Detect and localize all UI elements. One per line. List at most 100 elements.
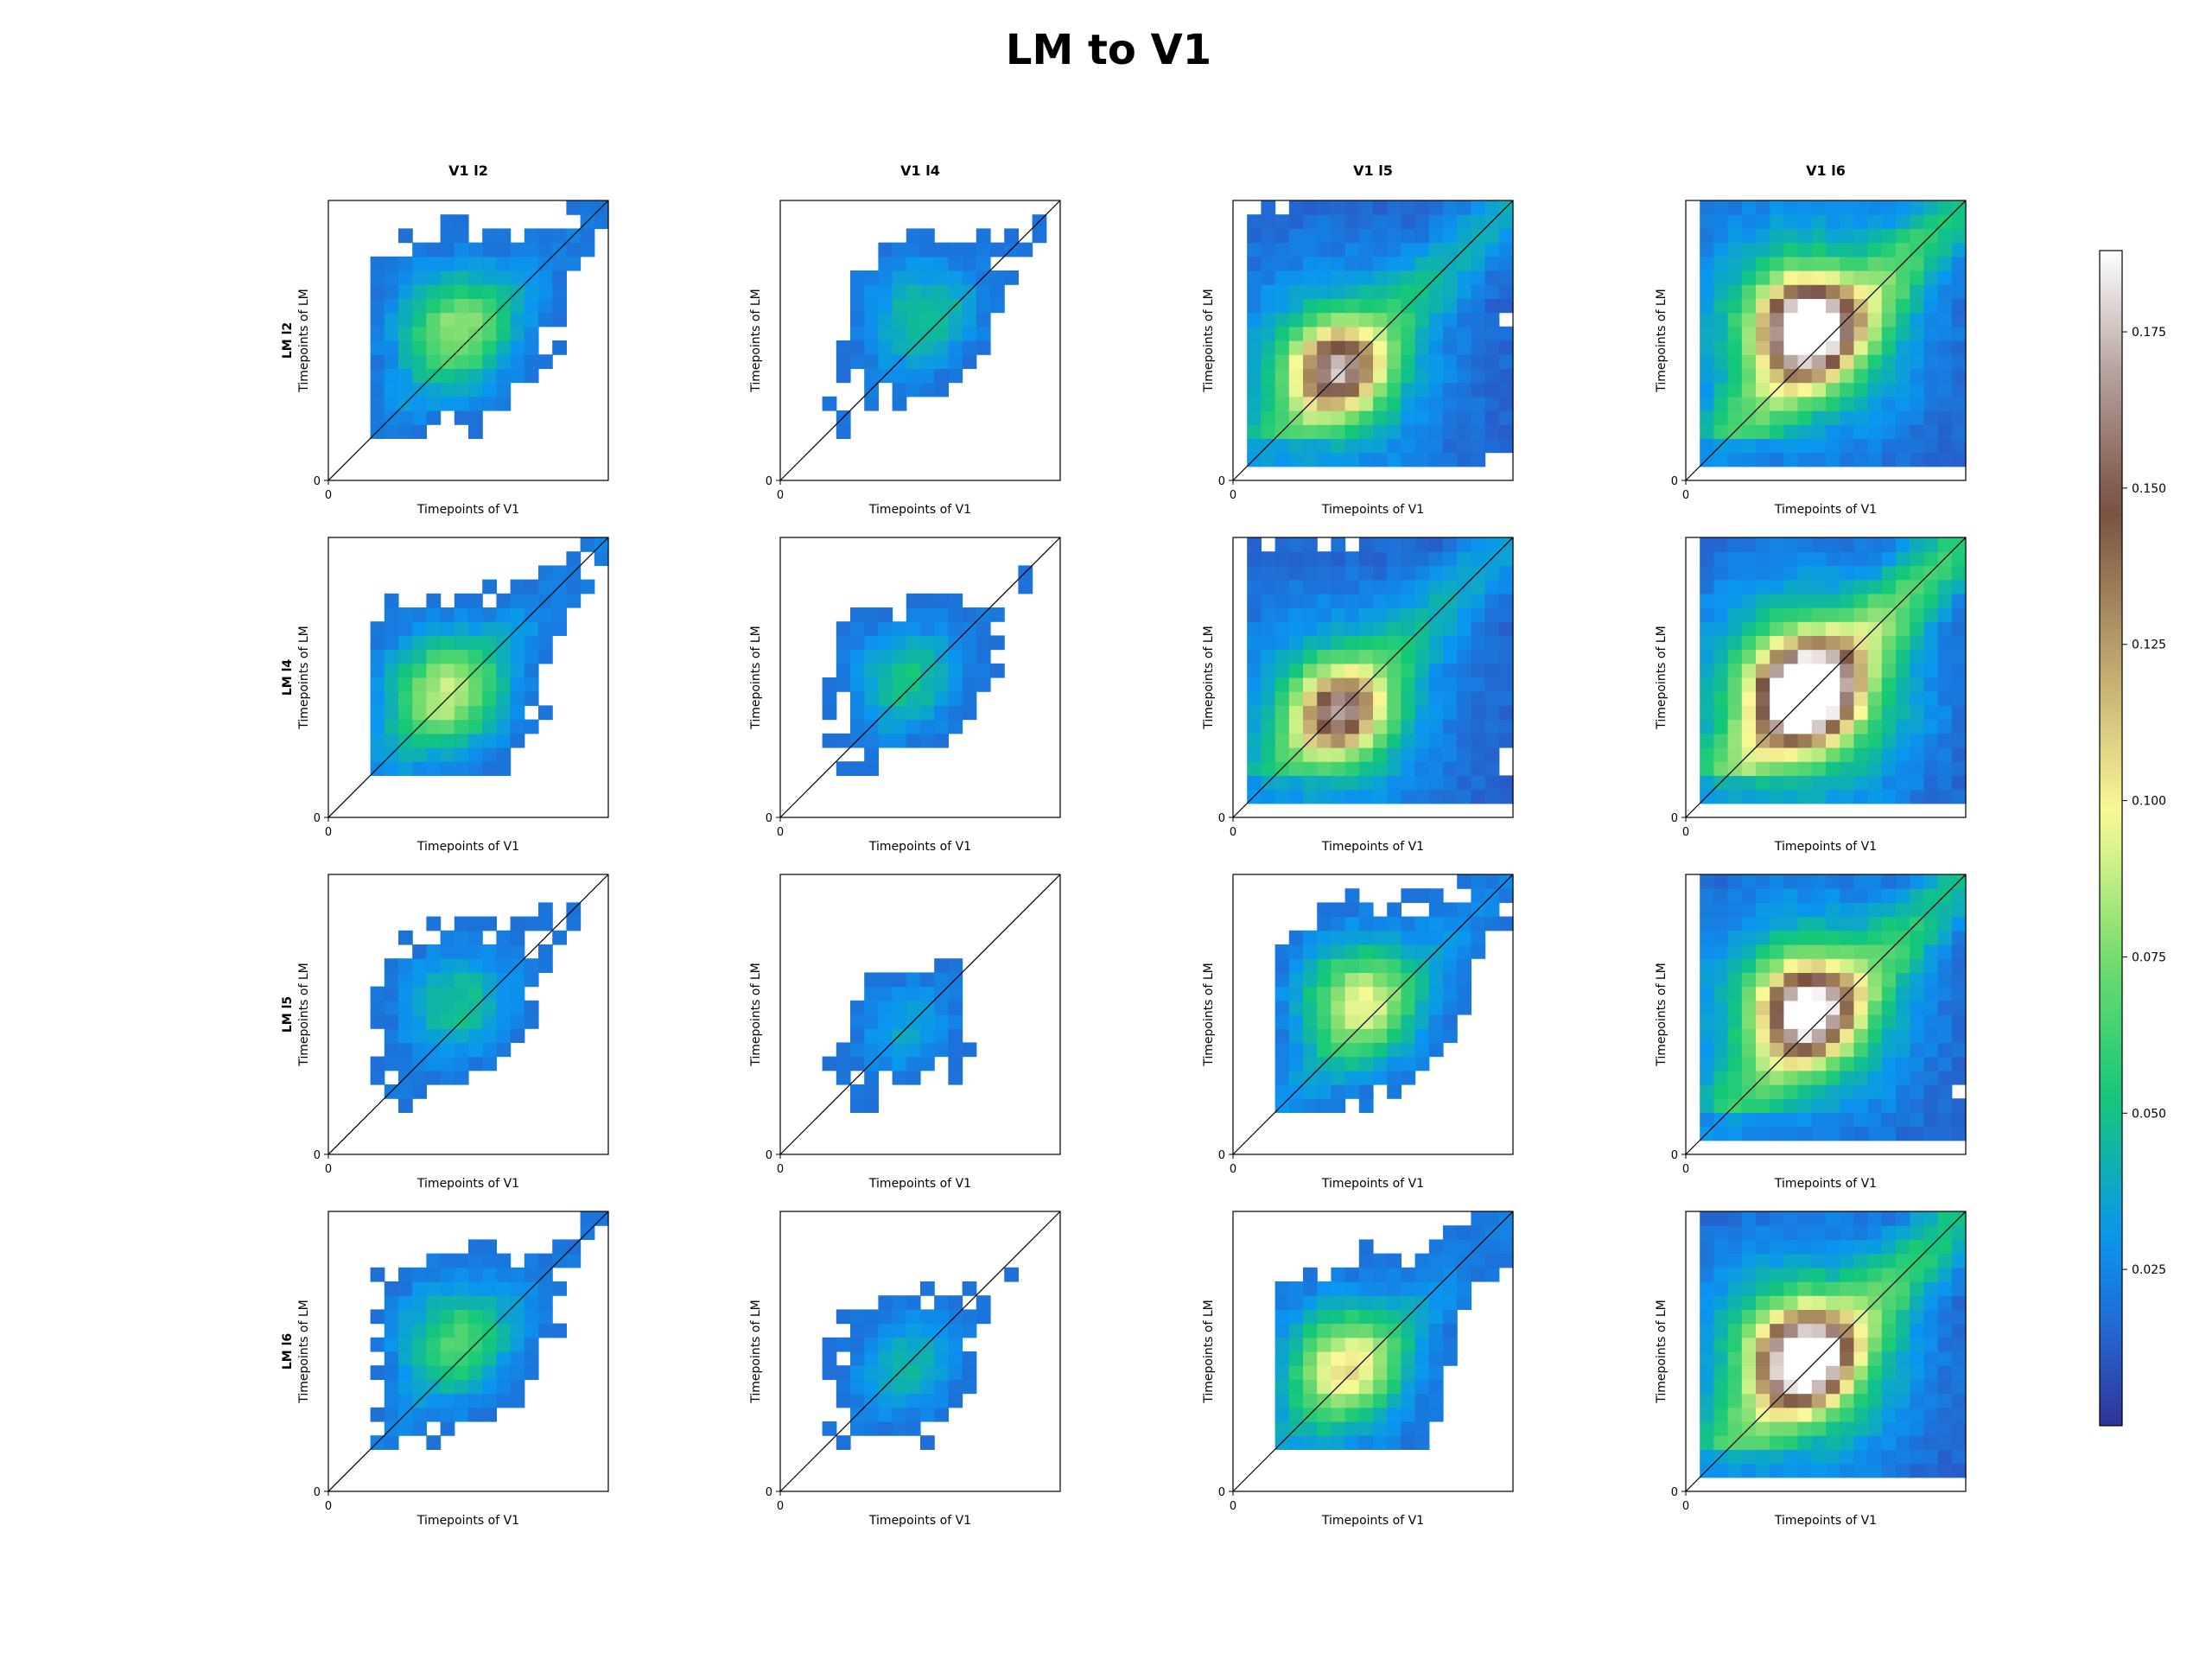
heatmap-cell — [1428, 1309, 1444, 1325]
heatmap-cell — [1344, 340, 1360, 355]
heatmap-cell — [878, 340, 893, 355]
heatmap-cell — [1741, 663, 1757, 678]
heatmap-cell — [1274, 284, 1290, 299]
heatmap-cell — [1713, 214, 1729, 229]
heatmap-cell — [468, 1407, 483, 1422]
heatmap-cell — [1783, 200, 1799, 215]
heatmap-cell — [1867, 705, 1883, 721]
heatmap-cell — [1811, 1211, 1827, 1226]
heatmap-cell — [1344, 228, 1360, 244]
heatmap-cell — [1317, 1028, 1332, 1043]
heatmap-cell — [1274, 438, 1290, 454]
heatmap-cell — [1344, 396, 1360, 411]
heatmap-cell — [1713, 1365, 1729, 1380]
heatmap-cell — [1713, 705, 1729, 721]
heatmap-cell — [1896, 298, 1910, 314]
heatmap-cell — [920, 1309, 935, 1325]
heatmap-cell — [440, 326, 455, 341]
heatmap-cell — [454, 607, 469, 622]
heatmap-cell — [1867, 1056, 1883, 1071]
heatmap-cell — [1896, 635, 1910, 651]
heatmap-cell — [1797, 1449, 1813, 1465]
axes-frame — [779, 874, 1061, 1155]
heatmap-cell — [1331, 228, 1346, 244]
heatmap-cell — [1387, 1435, 1402, 1450]
heatmap-cell — [1498, 789, 1514, 804]
heatmap-cell — [920, 691, 935, 706]
heatmap-cell — [1741, 621, 1757, 636]
heatmap-cell — [1741, 1393, 1757, 1408]
heatmap-cell — [412, 242, 427, 257]
heatmap-cell — [1783, 1211, 1799, 1226]
heatmap-cell — [1303, 747, 1318, 762]
heatmap-cell — [1498, 1253, 1514, 1268]
heatmap-cell — [482, 1365, 497, 1380]
heatmap-cell — [1700, 551, 1714, 566]
heatmap-cell — [454, 396, 469, 411]
heatmap-cell — [1811, 1365, 1827, 1380]
heatmap-cell — [426, 677, 442, 692]
heatmap-cell — [454, 1267, 469, 1282]
heatmap-cell — [1840, 270, 1854, 285]
heatmap-cell — [990, 298, 1005, 314]
heatmap-cell — [1387, 424, 1402, 439]
heatmap-cell — [1401, 677, 1416, 692]
heatmap-cell — [1344, 1309, 1360, 1325]
heatmap-cell — [1484, 312, 1500, 327]
heatmap-cell — [1331, 214, 1346, 229]
heatmap-cell — [1770, 1211, 1784, 1226]
heatmap-cell — [510, 1000, 525, 1015]
heatmap-cell — [1770, 733, 1784, 748]
heatmap-cell — [1910, 944, 1924, 959]
heatmap-cell — [1937, 1239, 1953, 1255]
heatmap-cell — [1428, 761, 1444, 776]
heatmap-cell — [1274, 1421, 1290, 1436]
heatmap-cell — [398, 1042, 413, 1058]
heatmap-cell — [1498, 705, 1514, 721]
heatmap-cell — [878, 1365, 893, 1380]
heatmap-cell — [1471, 635, 1486, 651]
heatmap-cell — [962, 1365, 977, 1380]
heatmap-cell — [1443, 424, 1458, 439]
heatmap-cell — [1457, 621, 1471, 636]
heatmap-cell — [1797, 1239, 1813, 1255]
heatmap-cell — [1331, 902, 1346, 918]
heatmap-cell — [1741, 930, 1757, 945]
heatmap-cell — [1937, 1463, 1953, 1478]
heatmap-cell — [920, 705, 935, 721]
heatmap-cell — [948, 1295, 963, 1310]
heatmap-cell — [1867, 551, 1883, 566]
heatmap-cell — [384, 649, 399, 664]
heatmap-cell — [1358, 368, 1374, 384]
y-tick-label: 0 — [314, 1486, 321, 1499]
heatmap-cell — [1428, 775, 1444, 791]
heatmap-cell — [1303, 1337, 1318, 1352]
heatmap-cell — [1727, 874, 1743, 889]
y-axis-label: Timepoints of LM — [1655, 289, 1669, 393]
heatmap-cell — [468, 340, 483, 355]
heatmap-cell — [1373, 410, 1388, 425]
heatmap-cell — [1756, 649, 1770, 664]
heatmap-cell — [1811, 368, 1827, 384]
heatmap-cell — [1288, 312, 1304, 327]
heatmap-cell — [482, 1393, 497, 1408]
heatmap-cell — [1741, 256, 1757, 271]
heatmap-cell — [384, 663, 399, 678]
heatmap-cell — [510, 1309, 525, 1325]
x-tick-label: 0 — [325, 489, 332, 502]
heatmap-cell — [398, 705, 413, 721]
heatmap-cell — [1867, 1281, 1883, 1296]
heatmap-cell — [1826, 1239, 1840, 1255]
heatmap-cell — [1727, 312, 1743, 327]
heatmap-cell — [1317, 789, 1332, 804]
heatmap-cell — [1317, 312, 1332, 327]
heatmap-cell — [1414, 242, 1430, 257]
heatmap-cell — [1344, 410, 1360, 425]
heatmap-cell — [468, 354, 483, 369]
heatmap-cell — [1937, 1084, 1953, 1099]
heatmap-cell — [948, 326, 963, 341]
heatmap-cell — [1783, 593, 1799, 608]
heatmap-cell — [1428, 256, 1444, 271]
heatmap-cell — [1727, 1309, 1743, 1325]
heatmap-cell — [1853, 1126, 1869, 1141]
